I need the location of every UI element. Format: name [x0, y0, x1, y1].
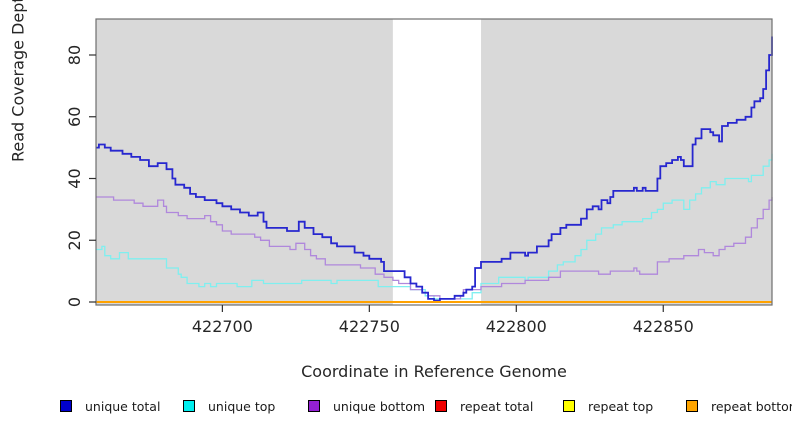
y-tick-label: 80: [65, 45, 84, 65]
y-axis-title: Read Coverage Depth: [8, 0, 28, 162]
legend-label: repeat bottom: [711, 398, 792, 414]
repeat-region-band: [392, 19, 482, 305]
y-tick-label: 0: [65, 297, 84, 307]
legend-swatch-icon: [563, 400, 575, 412]
legend-item-unique-bottom: unique bottom: [308, 397, 425, 415]
legend-swatch-icon: [183, 400, 195, 412]
legend-item-repeat-top: repeat top: [563, 397, 653, 415]
legend-item-repeat-bottom: repeat bottom: [686, 397, 792, 415]
y-tick-label: 20: [65, 230, 84, 250]
y-tick-label: 60: [65, 107, 84, 127]
x-axis-title: Coordinate in Reference Genome: [301, 362, 567, 381]
series-line-unique-total: [96, 36, 773, 302]
legend-label: repeat top: [588, 398, 654, 414]
legend-label: repeat total: [460, 398, 534, 414]
legend-item-repeat-total: repeat total: [435, 397, 533, 415]
legend-item-unique-total: unique total: [60, 397, 160, 415]
legend-label: unique bottom: [333, 398, 426, 414]
y-tick-label: 40: [65, 168, 84, 188]
legend-item-unique-top: unique top: [183, 397, 275, 415]
legend: unique total unique top unique bottom repea…: [0, 397, 792, 417]
x-tick-label: 422750: [339, 317, 400, 336]
x-tick-label: 422800: [486, 317, 547, 336]
legend-swatch-icon: [435, 400, 447, 412]
legend-swatch-icon: [60, 400, 72, 412]
legend-swatch-icon: [686, 400, 698, 412]
x-tick-label: 422700: [192, 317, 253, 336]
plot-border: [95, 18, 773, 306]
legend-label: unique total: [85, 398, 161, 414]
legend-label: unique top: [208, 398, 276, 414]
x-tick-label: 422850: [633, 317, 694, 336]
legend-swatch-icon: [308, 400, 320, 412]
